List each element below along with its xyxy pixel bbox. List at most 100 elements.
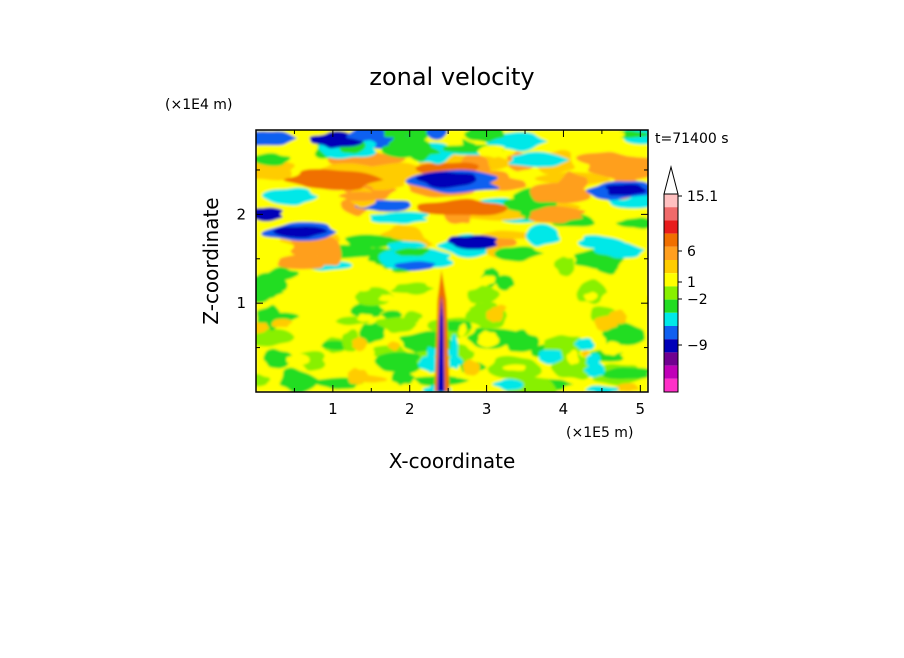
field-patch	[351, 337, 368, 352]
field-patch	[494, 246, 544, 262]
field-patch	[504, 329, 540, 352]
x-multiplier: (×1E5 m)	[566, 425, 633, 441]
field-patch	[477, 145, 505, 158]
field-patch	[387, 241, 427, 251]
field-patch	[356, 313, 373, 322]
field-patch	[502, 364, 526, 371]
colorbar-level	[664, 246, 678, 260]
field-patch	[417, 198, 509, 216]
colorbar-label: 6	[687, 244, 696, 260]
field-patch	[415, 171, 477, 189]
colorbar-level	[664, 339, 678, 353]
field-patch	[359, 322, 385, 344]
field-patch	[581, 350, 590, 358]
field-patch	[387, 341, 400, 352]
field-patch	[350, 303, 385, 318]
field-patch	[356, 375, 388, 383]
colorbar-label: 15.1	[687, 189, 718, 205]
field-patch	[528, 206, 586, 224]
field-patch	[356, 236, 397, 248]
field-patch	[256, 328, 295, 347]
field-patch	[554, 256, 575, 277]
field-patch	[272, 226, 328, 239]
y-tick-label: 1	[236, 294, 246, 312]
colorbar-level	[664, 299, 678, 313]
colorbar-overflow-arrow	[663, 165, 679, 195]
chart-title: zonal velocity	[369, 63, 534, 91]
colorbar-level	[664, 286, 678, 300]
plot-frame	[255, 129, 649, 393]
field-patch	[391, 369, 415, 386]
colorbar-level	[664, 326, 678, 340]
field-patch	[394, 248, 430, 257]
field-patch	[529, 182, 591, 204]
field-patch	[283, 169, 384, 191]
field-patch	[346, 130, 385, 141]
field-patch	[493, 304, 507, 314]
colorbar-label: −9	[687, 338, 708, 354]
field-patch	[492, 378, 524, 391]
field-patch	[637, 294, 648, 307]
jet-flank	[450, 333, 458, 366]
field-patch	[256, 153, 291, 166]
field-patch	[426, 130, 448, 140]
field-patch	[602, 367, 648, 380]
x-axis-label: X-coordinate	[389, 449, 516, 473]
field-patch	[263, 348, 293, 369]
y-axis-label: Z-coordinate	[199, 197, 223, 324]
x-tick-label: 4	[559, 400, 569, 418]
field-patch	[532, 273, 549, 287]
field-patch	[277, 254, 330, 270]
field-patch	[566, 349, 580, 365]
field-patch	[508, 151, 570, 168]
field-patch	[286, 353, 310, 366]
field-patch	[607, 309, 628, 324]
field-patch	[256, 131, 298, 146]
x-axis-ticks: 1 2 3 4 5	[293, 130, 646, 418]
field-patch	[600, 341, 625, 356]
colorbar-level	[664, 194, 678, 208]
field-patch	[256, 374, 271, 387]
field-patch	[338, 191, 387, 202]
field-patch	[462, 359, 481, 376]
field-patch	[576, 279, 608, 305]
x-tick-label: 5	[636, 400, 646, 418]
colorbar: 15.1 6 1−2 −9	[663, 165, 718, 393]
colorbar-level	[664, 273, 678, 287]
field-patch	[616, 217, 648, 229]
field-patch	[538, 349, 563, 365]
field-patch	[378, 294, 397, 302]
vertical-jet-core	[437, 295, 445, 392]
field-patch	[464, 130, 505, 143]
y-multiplier: (×1E4 m)	[165, 97, 232, 113]
field-patch	[374, 352, 421, 374]
field-patch	[605, 183, 647, 196]
field-patch	[256, 272, 288, 299]
field-patch	[494, 275, 515, 291]
y-tick-label: 2	[236, 205, 246, 223]
field-patch	[587, 155, 648, 178]
colorbar-level	[664, 352, 678, 366]
field-patch	[583, 291, 598, 302]
colorbar-level	[664, 207, 678, 221]
field-patch	[458, 322, 467, 337]
field-patch	[467, 285, 500, 304]
colorbar-level	[664, 378, 678, 392]
x-tick-label: 1	[328, 400, 338, 418]
field-patch	[525, 223, 561, 247]
field-patch	[574, 337, 595, 351]
field-patch	[447, 235, 498, 250]
x-tick-label: 2	[405, 400, 415, 418]
field-patch	[388, 136, 426, 150]
field-patch	[583, 362, 605, 378]
field-patch	[577, 235, 627, 249]
colorbar-level	[664, 312, 678, 326]
field-patch	[375, 317, 417, 334]
heatmap-field	[256, 130, 648, 392]
field-patch	[614, 383, 639, 392]
field-patch	[477, 330, 500, 348]
field-patch	[279, 367, 319, 392]
field-patch	[574, 130, 625, 143]
field-patch	[269, 190, 299, 203]
y-axis-ticks: 12	[236, 169, 648, 349]
